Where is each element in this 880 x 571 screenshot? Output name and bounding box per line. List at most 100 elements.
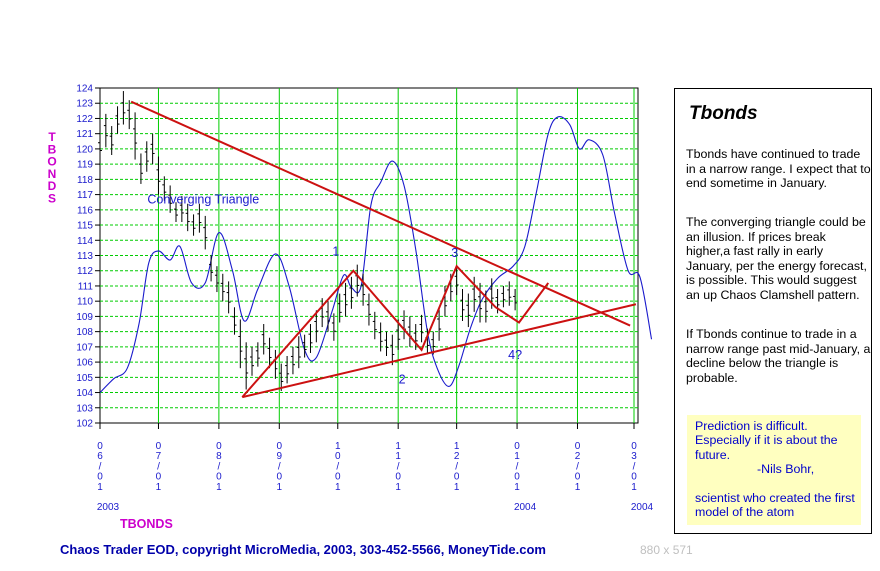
image-dimensions-label: 880 x 571 (640, 543, 693, 557)
x-tick-label: 1 (395, 482, 401, 493)
y-tick-label: 107 (76, 342, 93, 353)
y-tick-label: 105 (76, 373, 93, 384)
y-tick-label: 118 (77, 175, 93, 186)
y-tick-label: 115 (77, 221, 93, 232)
quote-attribution: scientist who created the first model of… (695, 491, 855, 520)
x-tick-label: 9 (277, 451, 283, 462)
x-tick-label: 0 (156, 441, 162, 452)
x-tick-label: 7 (156, 451, 162, 462)
y-tick-label: 111 (78, 281, 94, 292)
commentary-paragraph-3: If Tbonds continue to trade in a narrow … (686, 327, 871, 385)
x-year-label: 2004 (514, 502, 537, 513)
chart-annotation: 2 (399, 372, 406, 386)
x-tick-label: / (633, 461, 636, 472)
y-tick-label: 112 (77, 266, 93, 277)
y-tick-label: 114 (77, 236, 93, 247)
y-tick-label: 120 (76, 144, 93, 155)
x-tick-label: / (455, 461, 458, 472)
grid-layer (100, 88, 638, 423)
x-tick-label: 0 (97, 472, 103, 483)
x-tick-label: / (397, 461, 400, 472)
axis-layer: 1021031041051061071081091101111121131141… (47, 84, 653, 532)
x-tick-label: 1 (216, 482, 222, 493)
x-tick-label: 0 (575, 441, 581, 452)
y-tick-label: 124 (76, 84, 93, 95)
x-tick-label: 1 (454, 441, 460, 452)
x-tick-label: / (576, 461, 579, 472)
x-tick-label: 1 (395, 451, 401, 462)
x-tick-label: 1 (454, 482, 460, 493)
x-tick-label: 0 (216, 441, 222, 452)
x-tick-label: 1 (514, 482, 520, 493)
copyright-footer: Chaos Trader EOD, copyright MicroMedia, … (60, 542, 546, 557)
x-axis-title: TBONDS (120, 517, 173, 531)
x-tick-label: 0 (575, 472, 581, 483)
forecast-line (99, 116, 653, 393)
commentary-paragraph-1: Tbonds have continued to trade in a narr… (686, 147, 871, 191)
y-axis-title-letter: S (48, 192, 56, 206)
x-year-label: 2004 (631, 502, 654, 513)
y-tick-label: 116 (77, 205, 93, 216)
quote-author: -Nils Bohr, (757, 462, 815, 476)
y-tick-label: 106 (76, 358, 93, 369)
x-tick-label: 6 (97, 451, 103, 462)
x-tick-label: / (157, 461, 160, 472)
zigzag (241, 264, 550, 398)
x-tick-label: 0 (97, 441, 103, 452)
chart-annotation: 4? (508, 348, 522, 362)
x-tick-label: 1 (156, 482, 162, 493)
x-tick-label: 0 (514, 441, 520, 452)
x-tick-label: / (217, 461, 220, 472)
commentary-panel: Tbonds Tbonds have continued to trade in… (674, 88, 872, 534)
y-tick-label: 117 (77, 190, 93, 201)
y-tick-label: 102 (76, 419, 93, 430)
x-tick-label: 2 (575, 451, 581, 462)
x-tick-label: 0 (277, 441, 283, 452)
x-tick-label: 1 (575, 482, 581, 493)
x-tick-label: 0 (335, 472, 341, 483)
x-tick-label: 0 (335, 451, 341, 462)
x-year-label: 2003 (97, 502, 120, 513)
x-tick-label: 2 (454, 451, 460, 462)
x-tick-label: 1 (514, 451, 520, 462)
chart-annotation: 3 (451, 246, 458, 260)
x-tick-label: 3 (631, 451, 637, 462)
x-tick-label: 1 (97, 482, 103, 493)
chart-annotation: 1 (332, 245, 339, 259)
y-tick-label: 108 (76, 327, 93, 338)
x-tick-label: 1 (277, 482, 283, 493)
x-tick-label: / (336, 461, 339, 472)
x-tick-label: 0 (631, 441, 637, 452)
y-tick-label: 119 (77, 160, 93, 171)
y-axis-title-letter: O (47, 155, 56, 169)
y-tick-label: 123 (76, 99, 93, 110)
x-tick-label: 0 (454, 472, 460, 483)
y-axis-title-letter: B (48, 142, 57, 156)
x-tick-label: / (278, 461, 281, 472)
x-tick-label: 0 (277, 472, 283, 483)
y-axis-title-letter: D (48, 179, 57, 193)
x-tick-label: 0 (631, 472, 637, 483)
commentary-paragraph-2: The converging triangle could be an illu… (686, 215, 867, 302)
y-tick-label: 122 (76, 114, 93, 125)
x-tick-label: 1 (335, 482, 341, 493)
x-tick-label: 1 (631, 482, 637, 493)
chart-annotation: Converging Triangle (147, 193, 259, 207)
label-layer: Converging Triangle 1 2 3 4? (147, 193, 522, 387)
quote-text: Prediction is difficult. Especially if i… (695, 419, 838, 462)
x-tick-label: 8 (216, 451, 222, 462)
y-tick-label: 110 (77, 297, 93, 308)
upper-triangle-line (130, 100, 631, 327)
y-tick-label: 109 (76, 312, 93, 323)
y-tick-label: 104 (76, 388, 93, 399)
y-axis-title-letter: T (48, 130, 56, 144)
x-tick-label: / (99, 461, 102, 472)
x-tick-label: 0 (514, 472, 520, 483)
trend-layer (130, 100, 637, 399)
quote-box: Prediction is difficult. Especially if i… (687, 415, 861, 525)
commentary-title: Tbonds (689, 103, 758, 124)
y-tick-label: 113 (77, 251, 93, 262)
y-axis-title-letter: N (48, 167, 57, 181)
bars-layer (98, 91, 518, 392)
